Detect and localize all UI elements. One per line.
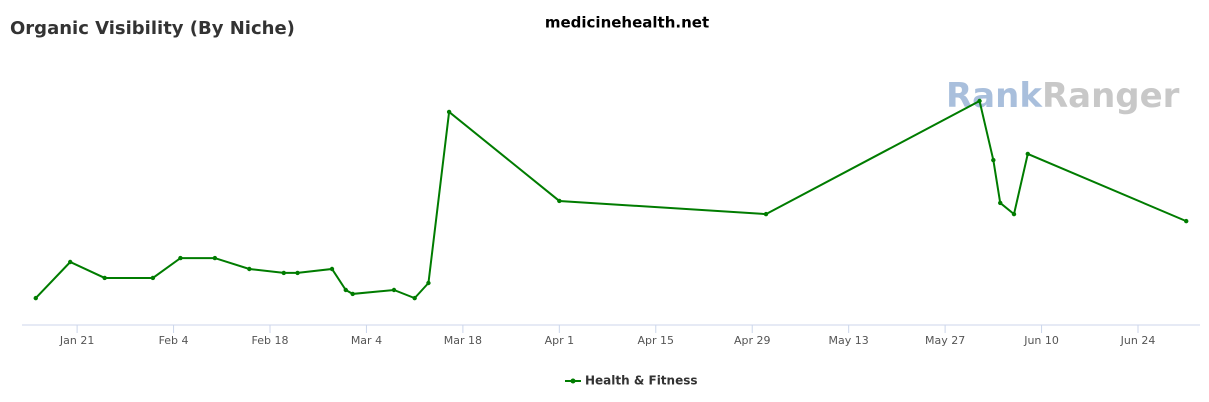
- x-tick-label: Mar 18: [444, 334, 482, 347]
- point: [977, 98, 982, 104]
- point: [350, 291, 355, 297]
- point: [329, 266, 335, 272]
- point: [412, 295, 417, 301]
- point: [212, 255, 218, 261]
- x-tick-label: Jun 24: [1120, 334, 1156, 347]
- point: [178, 255, 183, 261]
- point: [998, 200, 1003, 206]
- x-tick-label: Apr 1: [545, 334, 575, 347]
- point: [557, 198, 562, 204]
- point: [68, 259, 73, 265]
- point: [33, 295, 38, 301]
- x-tick-label: Feb 18: [252, 334, 289, 347]
- legend-label: Health & Fitness: [585, 374, 698, 388]
- chart-subtitle: medicinehealth.net: [545, 14, 709, 32]
- point: [102, 275, 107, 281]
- point: [1025, 151, 1030, 157]
- point: [991, 157, 996, 163]
- watermark: RankRanger: [946, 76, 1180, 116]
- watermark-part: Ranger: [1042, 76, 1180, 116]
- x-tick-label: Apr 29: [734, 334, 771, 347]
- point: [150, 275, 156, 281]
- x-tick-label: Feb 4: [159, 334, 189, 347]
- x-tick-label: Jun 10: [1023, 334, 1059, 347]
- point: [281, 270, 286, 276]
- x-tick-label: Mar 4: [351, 334, 382, 347]
- x-tick-label: May 13: [829, 334, 869, 347]
- point: [1184, 218, 1189, 224]
- point: [343, 287, 348, 293]
- point: [446, 109, 452, 115]
- x-tick-label: Jan 21: [59, 334, 94, 347]
- point: [391, 287, 397, 293]
- point: [426, 280, 431, 286]
- point: [1011, 211, 1017, 217]
- point: [763, 211, 769, 217]
- watermark-part: Rank: [946, 76, 1043, 116]
- x-tick-label: Apr 15: [638, 334, 675, 347]
- chart-title: Organic Visibility (By Niche): [10, 18, 295, 39]
- line: [35, 99, 1187, 300]
- point: [295, 270, 300, 276]
- point: [247, 266, 252, 272]
- legend-symbol: [570, 378, 576, 384]
- x-tick-label: May 27: [925, 334, 965, 347]
